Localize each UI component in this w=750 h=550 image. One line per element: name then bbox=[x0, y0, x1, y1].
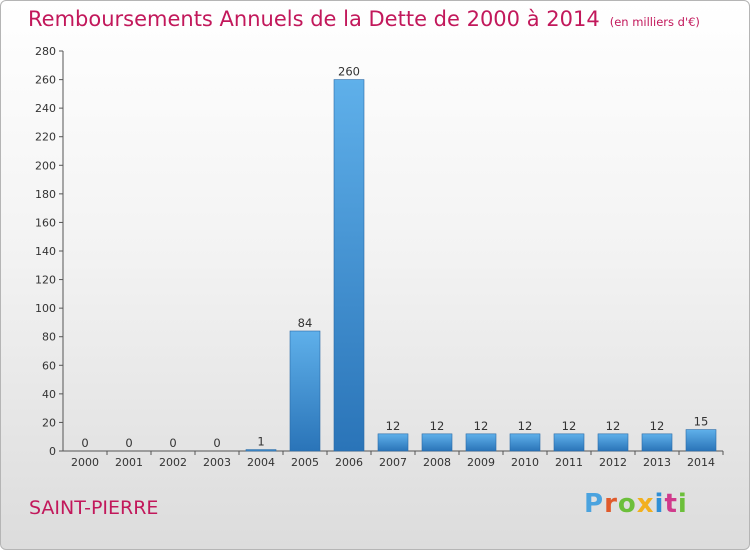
x-tick-label: 2011 bbox=[555, 456, 583, 469]
bar bbox=[597, 433, 629, 452]
data-label: 15 bbox=[694, 415, 709, 429]
place-name: SAINT-PIERRE bbox=[29, 497, 159, 519]
bar bbox=[685, 429, 717, 452]
logo-letter: i bbox=[654, 489, 665, 519]
x-tick-label: 2009 bbox=[467, 456, 495, 469]
y-tick-label: 20 bbox=[42, 416, 56, 429]
y-tick-label: 80 bbox=[42, 331, 56, 344]
data-label: 12 bbox=[518, 419, 533, 433]
y-tick-label: 120 bbox=[35, 274, 56, 287]
logo-letter: r bbox=[604, 489, 618, 519]
data-label: 0 bbox=[81, 436, 88, 450]
bar bbox=[333, 79, 365, 452]
y-tick-label: 280 bbox=[35, 45, 56, 58]
data-label: 0 bbox=[169, 436, 176, 450]
y-tick-label: 60 bbox=[42, 359, 56, 372]
x-tick-label: 2001 bbox=[115, 456, 143, 469]
bar bbox=[377, 433, 409, 452]
data-label: 12 bbox=[650, 419, 665, 433]
y-tick-label: 0 bbox=[49, 445, 56, 458]
bar bbox=[289, 330, 321, 452]
bar bbox=[553, 433, 585, 452]
data-label: 84 bbox=[298, 316, 313, 330]
data-label: 12 bbox=[386, 419, 401, 433]
title-main: Remboursements Annuels de la Dette de 20… bbox=[28, 7, 600, 31]
x-tick-label: 2007 bbox=[379, 456, 407, 469]
bar bbox=[509, 433, 541, 452]
bar bbox=[465, 433, 497, 452]
y-tick-label: 240 bbox=[35, 102, 56, 115]
bar bbox=[421, 433, 453, 452]
x-tick-label: 2004 bbox=[247, 456, 275, 469]
chart-title: Remboursements Annuels de la Dette de 20… bbox=[28, 7, 700, 31]
x-tick-label: 2006 bbox=[335, 456, 363, 469]
y-tick-label: 140 bbox=[35, 245, 56, 258]
y-tick-label: 180 bbox=[35, 188, 56, 201]
data-label: 0 bbox=[125, 436, 132, 450]
title-unit: (en milliers d'€) bbox=[609, 15, 700, 29]
data-label: 1 bbox=[257, 435, 264, 449]
bar bbox=[641, 433, 673, 452]
x-tick-label: 2005 bbox=[291, 456, 319, 469]
x-tick-label: 2008 bbox=[423, 456, 451, 469]
y-tick-label: 220 bbox=[35, 131, 56, 144]
x-tick-label: 2000 bbox=[71, 456, 99, 469]
y-tick-label: 40 bbox=[42, 388, 56, 401]
logo-letter: x bbox=[636, 489, 655, 519]
data-label: 260 bbox=[338, 65, 360, 79]
logo-letter: t bbox=[664, 489, 678, 519]
data-label: 12 bbox=[474, 419, 489, 433]
data-label: 12 bbox=[606, 419, 621, 433]
proxiti-logo: Proxiti bbox=[584, 489, 688, 519]
data-label: 12 bbox=[562, 419, 577, 433]
y-tick-label: 260 bbox=[35, 74, 56, 87]
y-tick-label: 160 bbox=[35, 216, 56, 229]
logo-letter: o bbox=[617, 489, 637, 519]
x-tick-label: 2002 bbox=[159, 456, 187, 469]
x-tick-label: 2013 bbox=[643, 456, 671, 469]
y-tick-label: 200 bbox=[35, 159, 56, 172]
x-tick-label: 2012 bbox=[599, 456, 627, 469]
data-label: 0 bbox=[213, 436, 220, 450]
logo-letter: P bbox=[584, 489, 605, 519]
x-tick-label: 2003 bbox=[203, 456, 231, 469]
x-tick-label: 2010 bbox=[511, 456, 539, 469]
y-tick-label: 100 bbox=[35, 302, 56, 315]
bar bbox=[245, 449, 277, 452]
logo-letter: i bbox=[677, 489, 688, 519]
data-label: 12 bbox=[430, 419, 445, 433]
x-tick-label: 2014 bbox=[687, 456, 715, 469]
